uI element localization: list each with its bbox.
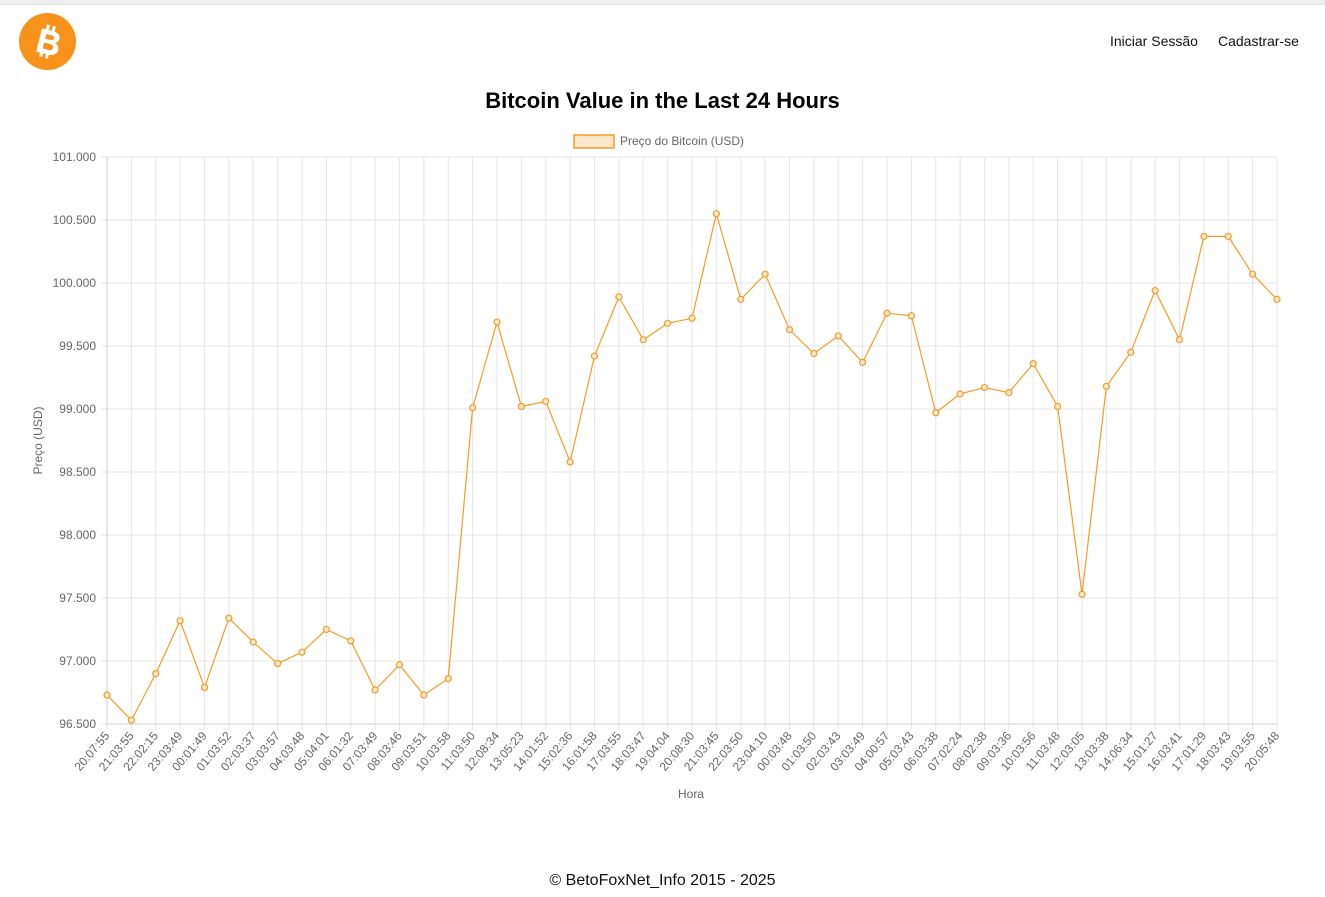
data-point xyxy=(834,332,842,340)
data-point xyxy=(176,617,184,625)
y-tick-label: 99.500 xyxy=(59,339,96,353)
data-point xyxy=(1224,232,1232,240)
y-tick-label: 96.500 xyxy=(59,717,96,731)
data-point xyxy=(761,270,769,278)
data-point xyxy=(420,691,428,699)
bitcoin-logo-icon[interactable] xyxy=(19,13,76,70)
data-point xyxy=(1175,336,1184,344)
y-tick-label: 98.500 xyxy=(59,465,96,479)
data-point xyxy=(737,295,745,303)
data-point xyxy=(1249,270,1257,278)
data-point xyxy=(688,314,696,322)
y-tick-label: 97.500 xyxy=(59,591,96,605)
data-point xyxy=(639,336,647,344)
data-point xyxy=(1029,360,1037,368)
data-point xyxy=(956,390,964,398)
y-tick-label: 100.500 xyxy=(53,213,97,227)
data-point xyxy=(249,638,257,646)
login-link[interactable]: Iniciar Sessão xyxy=(1110,33,1198,49)
data-point xyxy=(298,648,306,656)
legend-swatch xyxy=(573,134,615,149)
y-tick-label: 98.000 xyxy=(59,528,96,542)
data-point xyxy=(469,404,477,412)
data-point xyxy=(347,637,355,645)
data-point xyxy=(932,409,940,417)
price-line-chart: 101.000 100.500 100.000 99.500 99.000 98.500 9… xyxy=(31,134,1283,801)
data-point xyxy=(322,625,330,634)
data-point xyxy=(1054,402,1062,411)
footer-copyright: © BetoFoxNet_Info 2015 - 2025 xyxy=(549,872,776,889)
data-point xyxy=(127,716,135,724)
data-point xyxy=(1078,590,1086,598)
data-point xyxy=(590,352,599,360)
y-tick-label: 97.000 xyxy=(59,654,96,668)
data-point xyxy=(1200,232,1208,240)
signup-link[interactable]: Cadastrar-se xyxy=(1218,33,1299,49)
data-point xyxy=(103,691,111,699)
y-tick-label: 100.000 xyxy=(53,276,97,290)
data-point xyxy=(566,458,574,466)
data-point xyxy=(664,319,672,327)
y-tick-label: 99.000 xyxy=(59,402,96,416)
data-point xyxy=(785,326,794,334)
data-point xyxy=(371,686,379,694)
data-point xyxy=(542,397,550,406)
top-strip xyxy=(0,0,1325,5)
data-point xyxy=(980,383,989,392)
data-point xyxy=(859,358,867,366)
data-point xyxy=(493,318,501,326)
data-point xyxy=(1102,382,1110,390)
data-point xyxy=(810,349,818,358)
y-axis-title: Preço (USD) xyxy=(31,406,45,474)
legend-label: Preço do Bitcoin (USD) xyxy=(620,134,744,148)
data-point xyxy=(1151,286,1159,295)
data-point xyxy=(615,293,623,301)
bitcoin-glyph-icon xyxy=(36,24,60,59)
data-point xyxy=(444,675,452,683)
data-point xyxy=(225,614,233,622)
data-point xyxy=(152,669,160,678)
x-axis-title: Hora xyxy=(678,787,704,801)
data-point xyxy=(883,309,891,317)
data-point xyxy=(395,661,404,669)
data-point xyxy=(1127,348,1135,356)
data-point xyxy=(274,659,282,668)
data-point xyxy=(517,402,525,411)
y-tick-label: 101.000 xyxy=(53,150,97,164)
data-point xyxy=(1005,389,1013,397)
data-point xyxy=(712,210,720,218)
data-point xyxy=(907,312,915,320)
data-point xyxy=(1273,295,1281,303)
page-title: Bitcoin Value in the Last 24 Hours xyxy=(485,88,840,113)
data-point xyxy=(200,683,209,692)
